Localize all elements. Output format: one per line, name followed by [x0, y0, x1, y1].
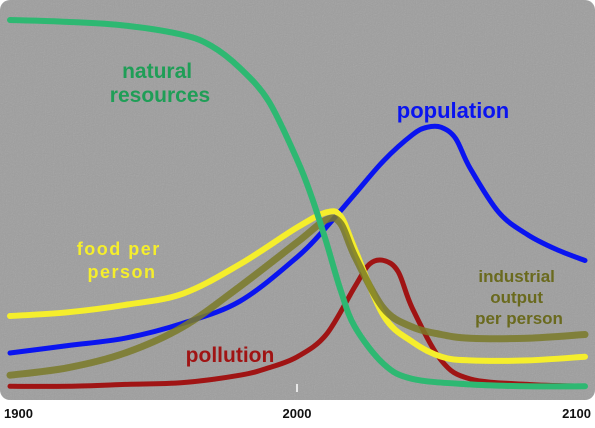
x-tick-label-2000: 2000 [283, 406, 312, 421]
series-labels: natural resources population food per pe… [77, 60, 563, 367]
label-food-per-person: food per person [77, 239, 168, 282]
label-natural-resources: natural resources [110, 60, 210, 107]
label-industrial-output-per-person: industrial output per person [475, 267, 563, 328]
series-line-pollution [7, 257, 588, 389]
x-tick-label-1900: 1900 [4, 406, 33, 421]
series-line-population [7, 123, 588, 356]
x-axis-ticks: 1900 2000 2100 [4, 406, 591, 421]
series-line-industrial-output-per-person [6, 214, 589, 379]
series-line-natural-resources [7, 17, 588, 390]
series-layer [6, 17, 589, 390]
series-line-food-per-person [7, 208, 588, 364]
label-pollution: pollution [186, 344, 275, 367]
x-tick-label-2100: 2100 [562, 406, 591, 421]
label-population: population [397, 98, 509, 123]
